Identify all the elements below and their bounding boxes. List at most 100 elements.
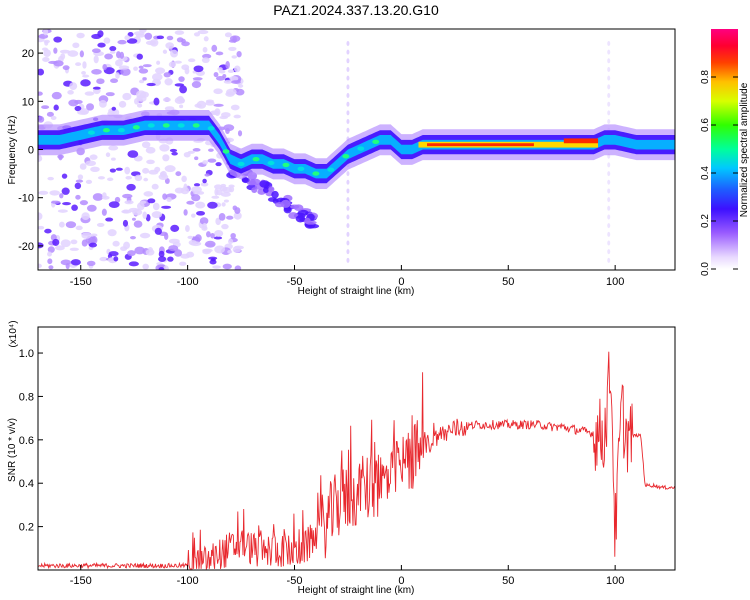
spectrogram-noise-blob bbox=[174, 83, 185, 87]
y-tick-label: -10 bbox=[18, 193, 34, 205]
spectrogram-streak-blob bbox=[607, 223, 611, 229]
spectrogram-noise-blob bbox=[158, 173, 169, 181]
spectrogram-noise-blob bbox=[149, 39, 159, 47]
spectrogram-noise-blob bbox=[162, 193, 168, 200]
spectrogram-noise-blob bbox=[127, 250, 136, 257]
x-tick-label: -100 bbox=[177, 276, 199, 288]
spectrogram-noise-blob bbox=[146, 159, 155, 165]
spectrogram-x-label: Height of straight line (km) bbox=[298, 286, 415, 297]
spectrogram-noise-blob bbox=[169, 148, 178, 153]
spectrogram-streak-blob bbox=[346, 84, 350, 90]
spectrogram-noise-blob bbox=[171, 151, 178, 156]
spectrogram-noise-blob bbox=[213, 88, 223, 95]
spectrogram-noise-blob bbox=[69, 82, 78, 90]
spectrogram-noise-blob bbox=[202, 222, 207, 230]
spectrogram-noise-blob bbox=[41, 47, 48, 51]
spectrogram-noise-blob bbox=[228, 46, 237, 52]
spectrogram-noise-blob bbox=[186, 251, 195, 258]
spectrogram-noise-blob bbox=[224, 32, 232, 38]
spectrogram-noise-blob bbox=[188, 240, 197, 246]
spectrogram-ridge-spot bbox=[282, 162, 290, 168]
spectrogram-noise-blob bbox=[233, 211, 242, 220]
spectrogram-streak-blob bbox=[346, 249, 350, 255]
spectrogram-noise-blob bbox=[139, 79, 145, 84]
spectrogram-branch-blob bbox=[297, 209, 309, 216]
colorbar-label: Normalized spectral amplitude bbox=[739, 82, 750, 217]
spectrogram-ridge-spot bbox=[252, 156, 260, 162]
spectrogram-noise-blob bbox=[215, 217, 221, 226]
spectrogram-noise-blob bbox=[193, 183, 201, 187]
spectrogram-noise-blob bbox=[204, 173, 210, 177]
spectrogram-noise-blob bbox=[46, 111, 54, 117]
spectrogram-noise-blob bbox=[53, 104, 59, 111]
spectrogram-noise-blob bbox=[163, 265, 169, 270]
spectrogram-noise-blob bbox=[210, 232, 215, 239]
spectrogram-ridge-spot bbox=[327, 167, 335, 172]
spectrogram-noise-blob bbox=[226, 215, 234, 220]
spectrogram-noise-blob bbox=[122, 92, 132, 101]
spectrogram-noise-blob bbox=[214, 229, 224, 237]
spectrogram-noise-blob bbox=[109, 168, 117, 173]
spectrogram-noise-blob bbox=[137, 202, 145, 211]
y-tick-label: 0.2 bbox=[19, 522, 34, 534]
spectrogram-ridge-spot bbox=[162, 123, 170, 128]
spectrogram-noise-blob bbox=[211, 195, 220, 199]
snr-series-line bbox=[38, 351, 675, 570]
x-tick-label: 0 bbox=[398, 276, 404, 288]
spectrogram-noise-blob bbox=[187, 235, 194, 240]
spectrogram-noise-blob bbox=[38, 242, 44, 249]
spectrogram-streak-blob bbox=[607, 49, 611, 55]
spectrogram-noise-blob bbox=[59, 193, 64, 199]
spectrogram-branch-blob bbox=[262, 186, 269, 194]
spectrogram-ridge-spot bbox=[177, 123, 185, 128]
spectrogram-streak-blob bbox=[607, 197, 611, 203]
spectrogram-noise-blob bbox=[69, 247, 79, 251]
spectrogram-streak-blob bbox=[346, 257, 350, 263]
spectrogram-branch-blob bbox=[288, 212, 299, 220]
spectrogram-noise-blob bbox=[89, 154, 98, 160]
spectrogram-noise-blob bbox=[191, 81, 202, 89]
spectrogram-branch-blob bbox=[259, 180, 270, 188]
spectrogram-noise-blob bbox=[43, 39, 51, 44]
spectrogram-streak-blob bbox=[346, 119, 350, 125]
spectrogram-streak-blob bbox=[607, 101, 611, 107]
spectrogram-noise-blob bbox=[53, 36, 63, 43]
spectrogram-noise-blob bbox=[77, 110, 89, 115]
spectrogram-noise-blob bbox=[60, 239, 71, 248]
spectrogram-noise-blob bbox=[48, 265, 54, 270]
spectrogram-noise-blob bbox=[202, 160, 208, 165]
spectrogram-noise-blob bbox=[153, 97, 160, 106]
spectrogram-noise-blob bbox=[111, 157, 116, 161]
spectrogram-noise-blob bbox=[105, 217, 114, 222]
spectrogram-noise-blob bbox=[213, 103, 224, 107]
snr-y-label: SNR (10 * v/v) bbox=[7, 418, 18, 482]
spectrogram-streak-blob bbox=[607, 214, 611, 220]
spectrogram-noise-blob bbox=[227, 249, 233, 254]
spectrogram-noise-blob bbox=[215, 162, 222, 167]
spectrogram-noise-blob bbox=[158, 267, 165, 270]
spectrogram-noise-blob bbox=[199, 217, 209, 225]
spectrogram-noise-blob bbox=[74, 105, 82, 112]
spectrogram-noise-blob bbox=[118, 100, 127, 108]
spectrogram-noise-blob bbox=[116, 51, 121, 59]
spectrogram-streak-blob bbox=[346, 223, 350, 229]
spectrogram-noise-blob bbox=[60, 259, 72, 266]
spectrogram-noise-blob bbox=[107, 229, 117, 237]
spectrogram-noise-blob bbox=[105, 152, 111, 158]
spectrogram-noise-blob bbox=[67, 50, 79, 57]
spectrogram-noise-blob bbox=[134, 98, 139, 105]
spectrogram-noise-blob bbox=[183, 151, 191, 158]
spectrogram-noise-blob bbox=[141, 141, 151, 149]
spectrogram-ridge-inner bbox=[38, 120, 675, 179]
spectrogram-streak-blob bbox=[346, 240, 350, 246]
spectrogram-noise-blob bbox=[166, 196, 172, 202]
spectrogram-noise-blob bbox=[168, 245, 179, 252]
spectrogram-noise-blob bbox=[195, 201, 206, 209]
spectrogram-noise-blob bbox=[47, 251, 52, 257]
spectrogram-noise-blob bbox=[164, 78, 173, 86]
spectrogram-noise-blob bbox=[192, 77, 203, 81]
spectrogram-noise-blob bbox=[211, 44, 218, 52]
spectrogram-noise-blob bbox=[80, 79, 91, 87]
spectrogram-streak-blob bbox=[607, 40, 611, 46]
spectrogram-ridge-spot bbox=[342, 154, 350, 159]
